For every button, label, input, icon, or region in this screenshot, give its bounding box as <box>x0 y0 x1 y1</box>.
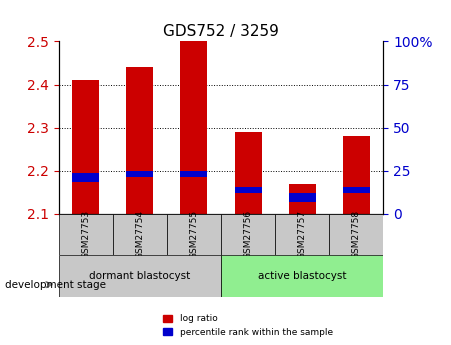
Bar <box>72 80 99 214</box>
Bar <box>72 173 99 181</box>
Text: GSM27758: GSM27758 <box>352 210 361 259</box>
Bar <box>180 171 207 177</box>
Bar <box>235 187 262 193</box>
Bar <box>126 171 153 177</box>
FancyBboxPatch shape <box>167 214 221 255</box>
Text: GSM27753: GSM27753 <box>81 210 90 259</box>
Text: development stage: development stage <box>5 280 106 289</box>
FancyBboxPatch shape <box>329 214 383 255</box>
Bar <box>343 136 370 214</box>
Text: GSM27754: GSM27754 <box>135 210 144 259</box>
Bar <box>289 184 316 214</box>
FancyBboxPatch shape <box>275 214 329 255</box>
Text: active blastocyst: active blastocyst <box>258 271 346 281</box>
Bar <box>343 187 370 193</box>
Text: dormant blastocyst: dormant blastocyst <box>89 271 190 281</box>
Bar <box>235 132 262 214</box>
FancyBboxPatch shape <box>221 214 275 255</box>
FancyBboxPatch shape <box>59 255 221 297</box>
Text: GSM27756: GSM27756 <box>244 210 253 259</box>
Bar <box>126 67 153 214</box>
Legend: log ratio, percentile rank within the sample: log ratio, percentile rank within the sa… <box>160 311 336 341</box>
Text: GSM27755: GSM27755 <box>189 210 198 259</box>
FancyBboxPatch shape <box>221 255 383 297</box>
Title: GDS752 / 3259: GDS752 / 3259 <box>163 24 279 39</box>
Bar <box>180 41 207 214</box>
Bar <box>289 193 316 202</box>
FancyBboxPatch shape <box>59 214 113 255</box>
Text: GSM27757: GSM27757 <box>298 210 307 259</box>
FancyBboxPatch shape <box>113 214 167 255</box>
